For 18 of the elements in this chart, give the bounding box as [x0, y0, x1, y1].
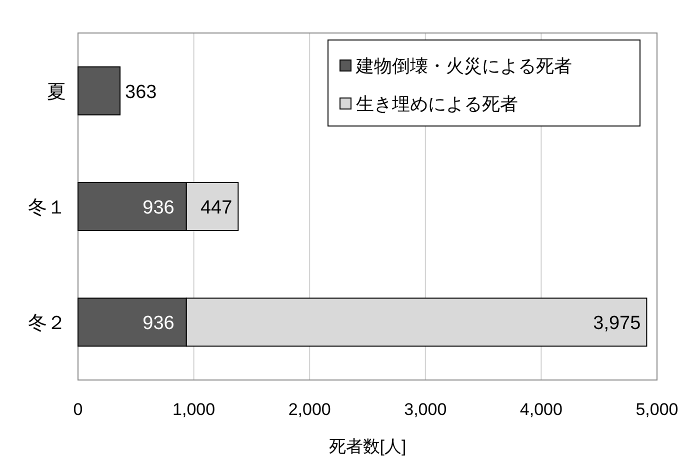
legend-label: 建物倒壊・火災による死者	[355, 56, 572, 76]
legend-label: 生き埋めによる死者	[356, 94, 518, 114]
y-tick-label: 夏	[47, 82, 66, 103]
x-tick-label: 2,000	[288, 400, 331, 419]
x-axis-title: 死者数[人]	[328, 437, 406, 456]
x-tick-label: 1,000	[172, 400, 216, 419]
x-tick-label: 0	[73, 400, 83, 419]
data-label: 363	[125, 82, 157, 103]
data-label: 936	[142, 198, 174, 218]
bar	[78, 66, 121, 116]
x-tick-label: 5,000	[636, 400, 678, 419]
data-label: 936	[142, 313, 174, 334]
y-tick-label: 冬１	[28, 198, 66, 218]
y-tick-label: 冬２	[28, 313, 66, 334]
data-label: 3,975	[593, 313, 641, 334]
x-tick-label: 3,000	[404, 400, 447, 419]
data-label: 447	[200, 198, 232, 218]
x-tick-label: 4,000	[520, 400, 562, 419]
